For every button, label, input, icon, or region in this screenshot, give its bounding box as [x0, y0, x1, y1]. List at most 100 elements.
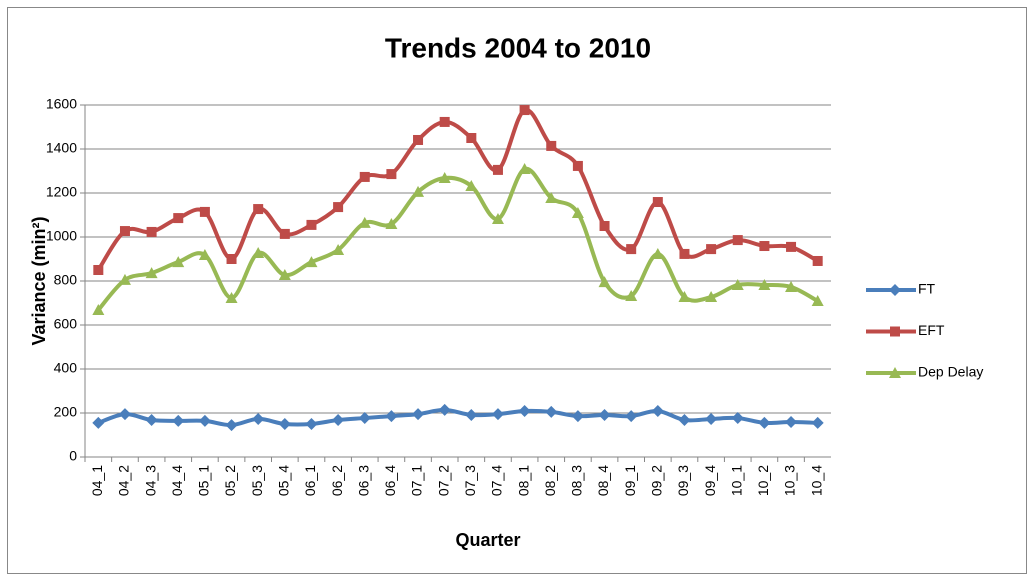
data-point: [332, 414, 345, 427]
data-point: [758, 416, 771, 429]
x-tick-label: 06_2: [329, 465, 345, 496]
data-point: [651, 405, 664, 418]
x-tick-label: 05_2: [222, 465, 238, 496]
data-point: [225, 291, 238, 303]
data-point: [572, 160, 583, 171]
data-point: [492, 164, 503, 175]
x-tick-label: 09_1: [622, 465, 638, 496]
y-tick-label: 1400: [46, 140, 77, 156]
x-tick-label: 08_2: [542, 465, 558, 496]
data-point: [252, 412, 265, 425]
x-tick-label: 09_3: [675, 465, 691, 496]
x-tick-label: 04_1: [89, 465, 105, 496]
data-point: [518, 163, 531, 175]
data-point: [332, 243, 345, 255]
x-tick-label: 07_4: [489, 465, 505, 496]
y-axis-title: Variance (min²): [29, 216, 49, 345]
y-tick-label: 1000: [46, 228, 77, 244]
data-point: [466, 133, 477, 143]
data-point: [118, 408, 131, 421]
data-point: [651, 247, 664, 259]
data-point: [465, 179, 478, 191]
data-point: [519, 105, 530, 116]
data-point: [545, 405, 558, 418]
data-point: [546, 140, 557, 151]
chart-border: [7, 7, 1027, 574]
legend-marker: [890, 326, 900, 337]
x-tick-label: 06_1: [302, 465, 318, 496]
x-tick-label: 10_3: [782, 465, 798, 496]
data-point: [465, 408, 478, 421]
data-point: [119, 226, 130, 237]
data-point: [599, 221, 610, 231]
x-tick-label: 04_4: [169, 465, 185, 496]
x-tick-label: 04_2: [116, 465, 132, 496]
data-point: [333, 202, 344, 213]
data-point: [705, 291, 718, 303]
data-point: [278, 269, 291, 281]
x-tick-label: 08_4: [595, 465, 611, 496]
data-point: [678, 291, 691, 303]
data-point: [199, 206, 210, 217]
data-point: [278, 418, 291, 430]
data-point: [252, 247, 265, 259]
data-point: [305, 256, 318, 268]
data-point: [706, 244, 717, 255]
data-point: [386, 169, 397, 180]
data-point: [731, 412, 744, 425]
legend-marker: [889, 284, 901, 296]
data-point: [385, 410, 398, 423]
data-point: [226, 254, 237, 264]
data-point: [359, 171, 370, 182]
data-point: [93, 265, 104, 275]
x-tick-label: 10_4: [808, 465, 824, 496]
legend-label: FT: [918, 281, 936, 297]
data-point: [598, 276, 611, 288]
x-tick-label: 10_2: [755, 465, 771, 496]
data-point: [173, 213, 184, 224]
data-point: [679, 248, 690, 259]
series-line: [96, 108, 819, 272]
data-point: [598, 408, 611, 421]
data-point: [732, 235, 743, 246]
data-point: [758, 278, 771, 290]
data-point: [811, 416, 824, 429]
data-point: [625, 289, 638, 301]
data-point: [518, 405, 531, 418]
data-point: [198, 249, 211, 261]
data-point: [145, 414, 158, 427]
x-tick-label: 08_3: [569, 465, 585, 496]
data-point: [785, 280, 798, 292]
x-tick-label: 06_4: [382, 465, 398, 496]
data-point: [225, 419, 238, 432]
x-tick-label: 10_1: [728, 465, 744, 496]
data-point: [146, 226, 157, 237]
x-tick-label: 06_3: [355, 465, 371, 496]
x-tick-label: 07_3: [462, 465, 478, 496]
data-point: [759, 241, 770, 252]
data-point: [385, 218, 398, 230]
data-point: [705, 412, 718, 425]
y-tick-label: 600: [54, 316, 78, 332]
y-tick-label: 1200: [46, 184, 77, 200]
x-tick-label: 09_4: [702, 465, 718, 496]
x-tick-label: 04_3: [142, 465, 158, 496]
y-tick-label: 1600: [46, 96, 77, 112]
data-point: [358, 216, 371, 228]
data-point: [491, 212, 504, 224]
data-point: [413, 134, 424, 145]
data-point: [412, 185, 425, 197]
data-point: [571, 207, 584, 219]
data-point: [198, 414, 211, 427]
x-tick-label: 09_2: [649, 465, 665, 496]
data-point: [412, 408, 425, 421]
data-point: [571, 410, 584, 423]
y-tick-label: 800: [54, 272, 78, 288]
data-point: [438, 403, 451, 416]
x-tick-label: 05_4: [276, 465, 292, 496]
data-point: [306, 219, 317, 230]
data-point: [731, 278, 744, 290]
data-point: [279, 228, 290, 239]
legend-label: Dep Delay: [918, 364, 983, 380]
data-point: [545, 192, 558, 204]
